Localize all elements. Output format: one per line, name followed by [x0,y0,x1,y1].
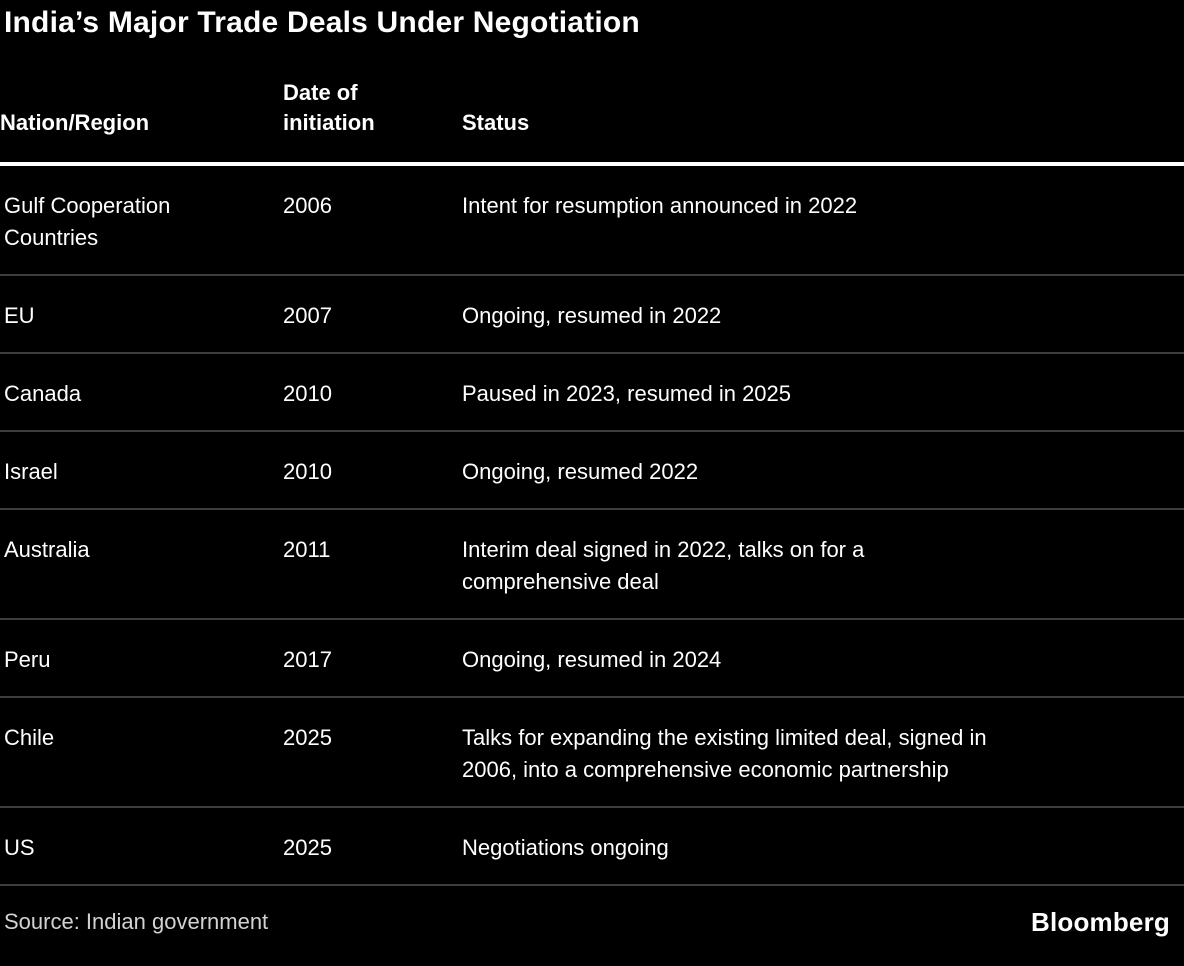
table-row: Canada 2010 Paused in 2023, resumed in 202… [0,353,1184,432]
nation-cell: Gulf Cooperation Countries [0,164,283,276]
status-cell: Ongoing, resumed 2022 [462,431,1184,510]
status-cell: Ongoing, resumed in 2024 [462,619,1184,698]
table-row: Australia 2011 Interim deal signed in 2022… [0,509,1184,620]
column-header-date-of-initiation-label: Date of initiation [283,80,375,135]
date-cell: 2025 [283,697,462,808]
source-note: Source: Indian government [4,909,269,934]
nation-cell: US [0,807,283,886]
table-header: Nation/Region Date of initiation Status [0,42,1184,166]
nation-cell: Israel [0,431,283,510]
date-cell: 2007 [283,275,462,354]
date-cell: 2011 [283,509,462,620]
table-row: Peru 2017 Ongoing, resumed in 2024 [0,619,1184,698]
status-cell: Intent for resumption announced in 2022 [462,164,1184,276]
table-row: Chile 2025 Talks for expanding the existin… [0,697,1184,808]
status-cell: Interim deal signed in 2022, talks on fo… [462,509,1184,620]
status-cell: Talks for expanding the existing limited… [462,697,1184,808]
column-header-status: Status [462,42,1184,166]
date-cell: 2006 [283,164,462,276]
header-row: Nation/Region Date of initiation Status [0,42,1184,166]
table-row: EU 2007 Ongoing, resumed in 2022 [0,275,1184,354]
footer: Source: Indian government Bloomberg [0,886,1184,936]
status-cell: Paused in 2023, resumed in 2025 [462,353,1184,432]
table-row: Gulf Cooperation Countries 2006 Intent for… [0,164,1184,276]
column-header-date-of-initiation: Date of initiation [283,42,462,166]
table-row: Israel 2010 Ongoing, resumed 2022 [0,431,1184,510]
nation-cell: EU [0,275,283,354]
trade-deals-table: Nation/Region Date of initiation Status … [0,42,1184,886]
status-cell: Ongoing, resumed in 2022 [462,275,1184,354]
page-title: India’s Major Trade Deals Under Negotiat… [4,6,640,39]
nation-cell: Canada [0,353,283,432]
table-row: US 2025 Negotiations ongoing [0,807,1184,886]
bloomberg-logo: Bloomberg [1030,907,1170,937]
date-cell: 2025 [283,807,462,886]
nation-cell: Peru [0,619,283,698]
column-header-status-label: Status [462,110,530,135]
nation-cell: Australia [0,509,283,620]
column-header-nation-region: Nation/Region [0,42,283,166]
date-cell: 2010 [283,431,462,510]
table-body: Gulf Cooperation Countries 2006 Intent for… [0,164,1184,886]
status-cell: Negotiations ongoing [462,807,1184,886]
date-cell: 2010 [283,353,462,432]
date-cell: 2017 [283,619,462,698]
column-header-nation-region-label: Nation/Region [0,110,150,135]
nation-cell: Chile [0,697,283,808]
